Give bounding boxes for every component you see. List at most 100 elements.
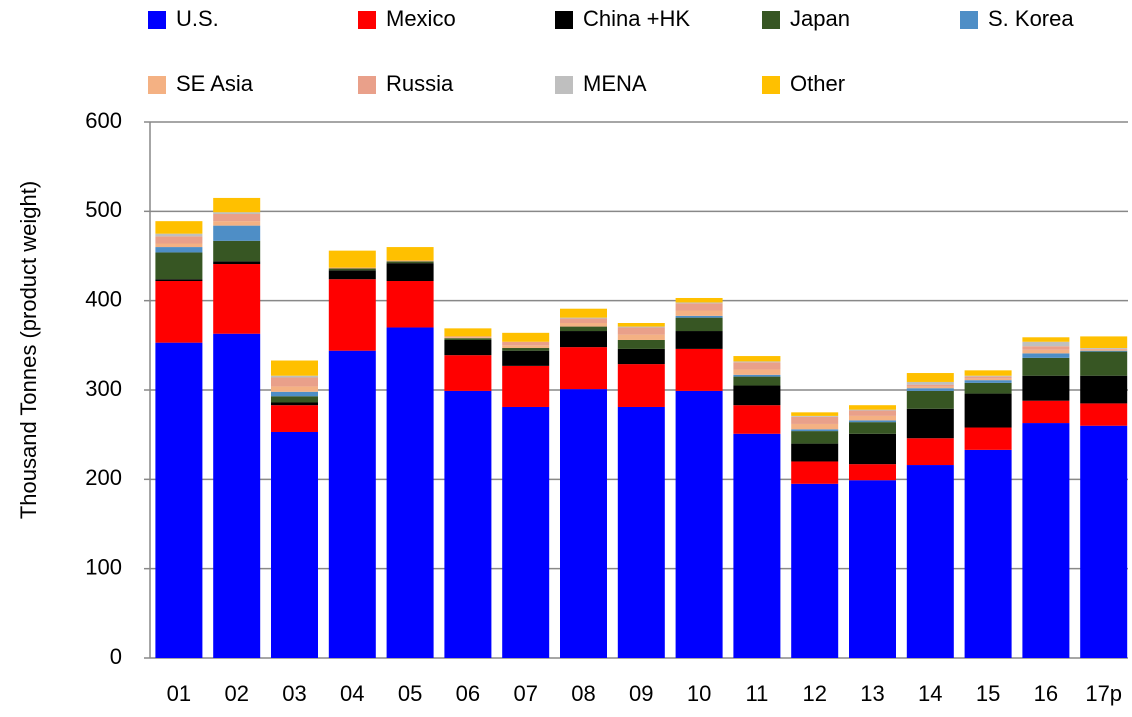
- bar-segment: [213, 333, 261, 658]
- bar-segment: [155, 233, 203, 237]
- bar-segment: [617, 406, 665, 658]
- bar-segment: [617, 323, 665, 327]
- legend-label: Japan: [790, 6, 850, 31]
- bar-segment: [1080, 349, 1128, 351]
- legend-swatch: [358, 11, 376, 29]
- bar-segment: [617, 334, 665, 340]
- legend-label: S. Korea: [988, 6, 1074, 31]
- bar-segment: [271, 360, 318, 376]
- legend-swatch: [148, 76, 166, 94]
- bar-segment: [964, 375, 1012, 377]
- bar-segment: [328, 250, 376, 268]
- legend-label: SE Asia: [176, 71, 254, 96]
- bar-segment: [849, 464, 896, 481]
- bar-segment: [617, 364, 665, 407]
- bar-segment: [1080, 375, 1128, 404]
- legend-swatch: [960, 11, 978, 29]
- bar-segment: [849, 410, 896, 416]
- x-tick-label: 09: [629, 681, 653, 706]
- bar-segment: [791, 423, 839, 430]
- bar-segment: [560, 326, 607, 332]
- bar-segment: [791, 431, 839, 444]
- y-axis-label: Thousand Tonnes (product weight): [16, 181, 41, 519]
- bar-segment: [675, 348, 723, 391]
- bar-segment: [849, 420, 896, 423]
- x-tick-label: 02: [224, 681, 248, 706]
- bar-segment: [964, 370, 1012, 376]
- bar-segment: [675, 310, 723, 316]
- bar-segment: [733, 362, 781, 370]
- bar-segment: [444, 390, 492, 658]
- bar-segment: [1022, 423, 1070, 658]
- bar-segment: [733, 356, 781, 362]
- bar-segment: [328, 350, 376, 658]
- bar-segment: [502, 365, 550, 407]
- bar-segment: [791, 483, 839, 658]
- bar-segment: [213, 214, 261, 222]
- bar-segment: [964, 380, 1012, 383]
- bar-segment: [675, 317, 723, 332]
- bar-segment: [1080, 425, 1128, 658]
- bar-segment: [155, 281, 203, 343]
- bar-segment: [964, 382, 1012, 394]
- bar-segment: [444, 336, 492, 338]
- bar-segment: [906, 388, 954, 391]
- bar-segment: [155, 247, 203, 253]
- bar-segment: [1080, 348, 1128, 350]
- bar-segment: [964, 393, 1012, 428]
- bar-segment: [1022, 349, 1070, 354]
- bar-segment: [849, 422, 896, 434]
- bar-segment: [617, 348, 665, 365]
- legend-swatch: [358, 76, 376, 94]
- bar-segment: [271, 402, 318, 406]
- bar-segment: [849, 405, 896, 410]
- bar-segment: [502, 332, 550, 342]
- y-tick-label: 500: [85, 197, 122, 222]
- bar-segment: [271, 386, 318, 392]
- bar-segment: [386, 263, 434, 282]
- bar-segment: [964, 378, 1012, 381]
- bar-segment: [849, 415, 896, 421]
- bar-segment: [155, 279, 203, 282]
- legend-label: Russia: [386, 71, 454, 96]
- bar-segment: [502, 348, 550, 351]
- bar-segment: [271, 396, 318, 403]
- bar-segment: [155, 252, 203, 280]
- bar-segment: [444, 339, 492, 356]
- bar-segment: [271, 375, 318, 378]
- bar-segment: [560, 331, 607, 348]
- x-tick-label: 16: [1034, 681, 1058, 706]
- bar-segment: [733, 385, 781, 406]
- bar-segment: [675, 331, 723, 349]
- legend-swatch: [555, 76, 573, 94]
- bar-segment: [906, 384, 954, 387]
- y-tick-label: 300: [85, 376, 122, 401]
- bar-segment: [617, 326, 665, 328]
- bar-segment: [213, 212, 261, 215]
- bar-segment: [906, 438, 954, 466]
- y-tick-label: 0: [110, 644, 122, 669]
- bar-segment: [155, 243, 203, 248]
- legend-label: Other: [790, 71, 845, 96]
- bar-segment: [791, 461, 839, 484]
- bar-segment: [213, 197, 261, 213]
- bar-segment: [675, 390, 723, 658]
- bar-segment: [560, 318, 607, 323]
- bar-segment: [1022, 341, 1070, 347]
- bar-segment: [906, 390, 954, 409]
- bar-segment: [791, 412, 839, 416]
- bar-segment: [213, 261, 261, 265]
- bar-segment: [1022, 357, 1070, 376]
- bar-segment: [560, 389, 607, 658]
- bar-segment: [617, 339, 665, 349]
- bar-segment: [386, 261, 434, 264]
- bar-segment: [1022, 400, 1070, 424]
- bar-segment: [675, 302, 723, 304]
- bar-segment: [1080, 336, 1128, 349]
- bar-segment: [964, 376, 1012, 379]
- x-tick-label: 08: [571, 681, 595, 706]
- legend-swatch: [148, 11, 166, 29]
- x-tick-label: 12: [802, 681, 826, 706]
- bar-segment: [271, 377, 318, 387]
